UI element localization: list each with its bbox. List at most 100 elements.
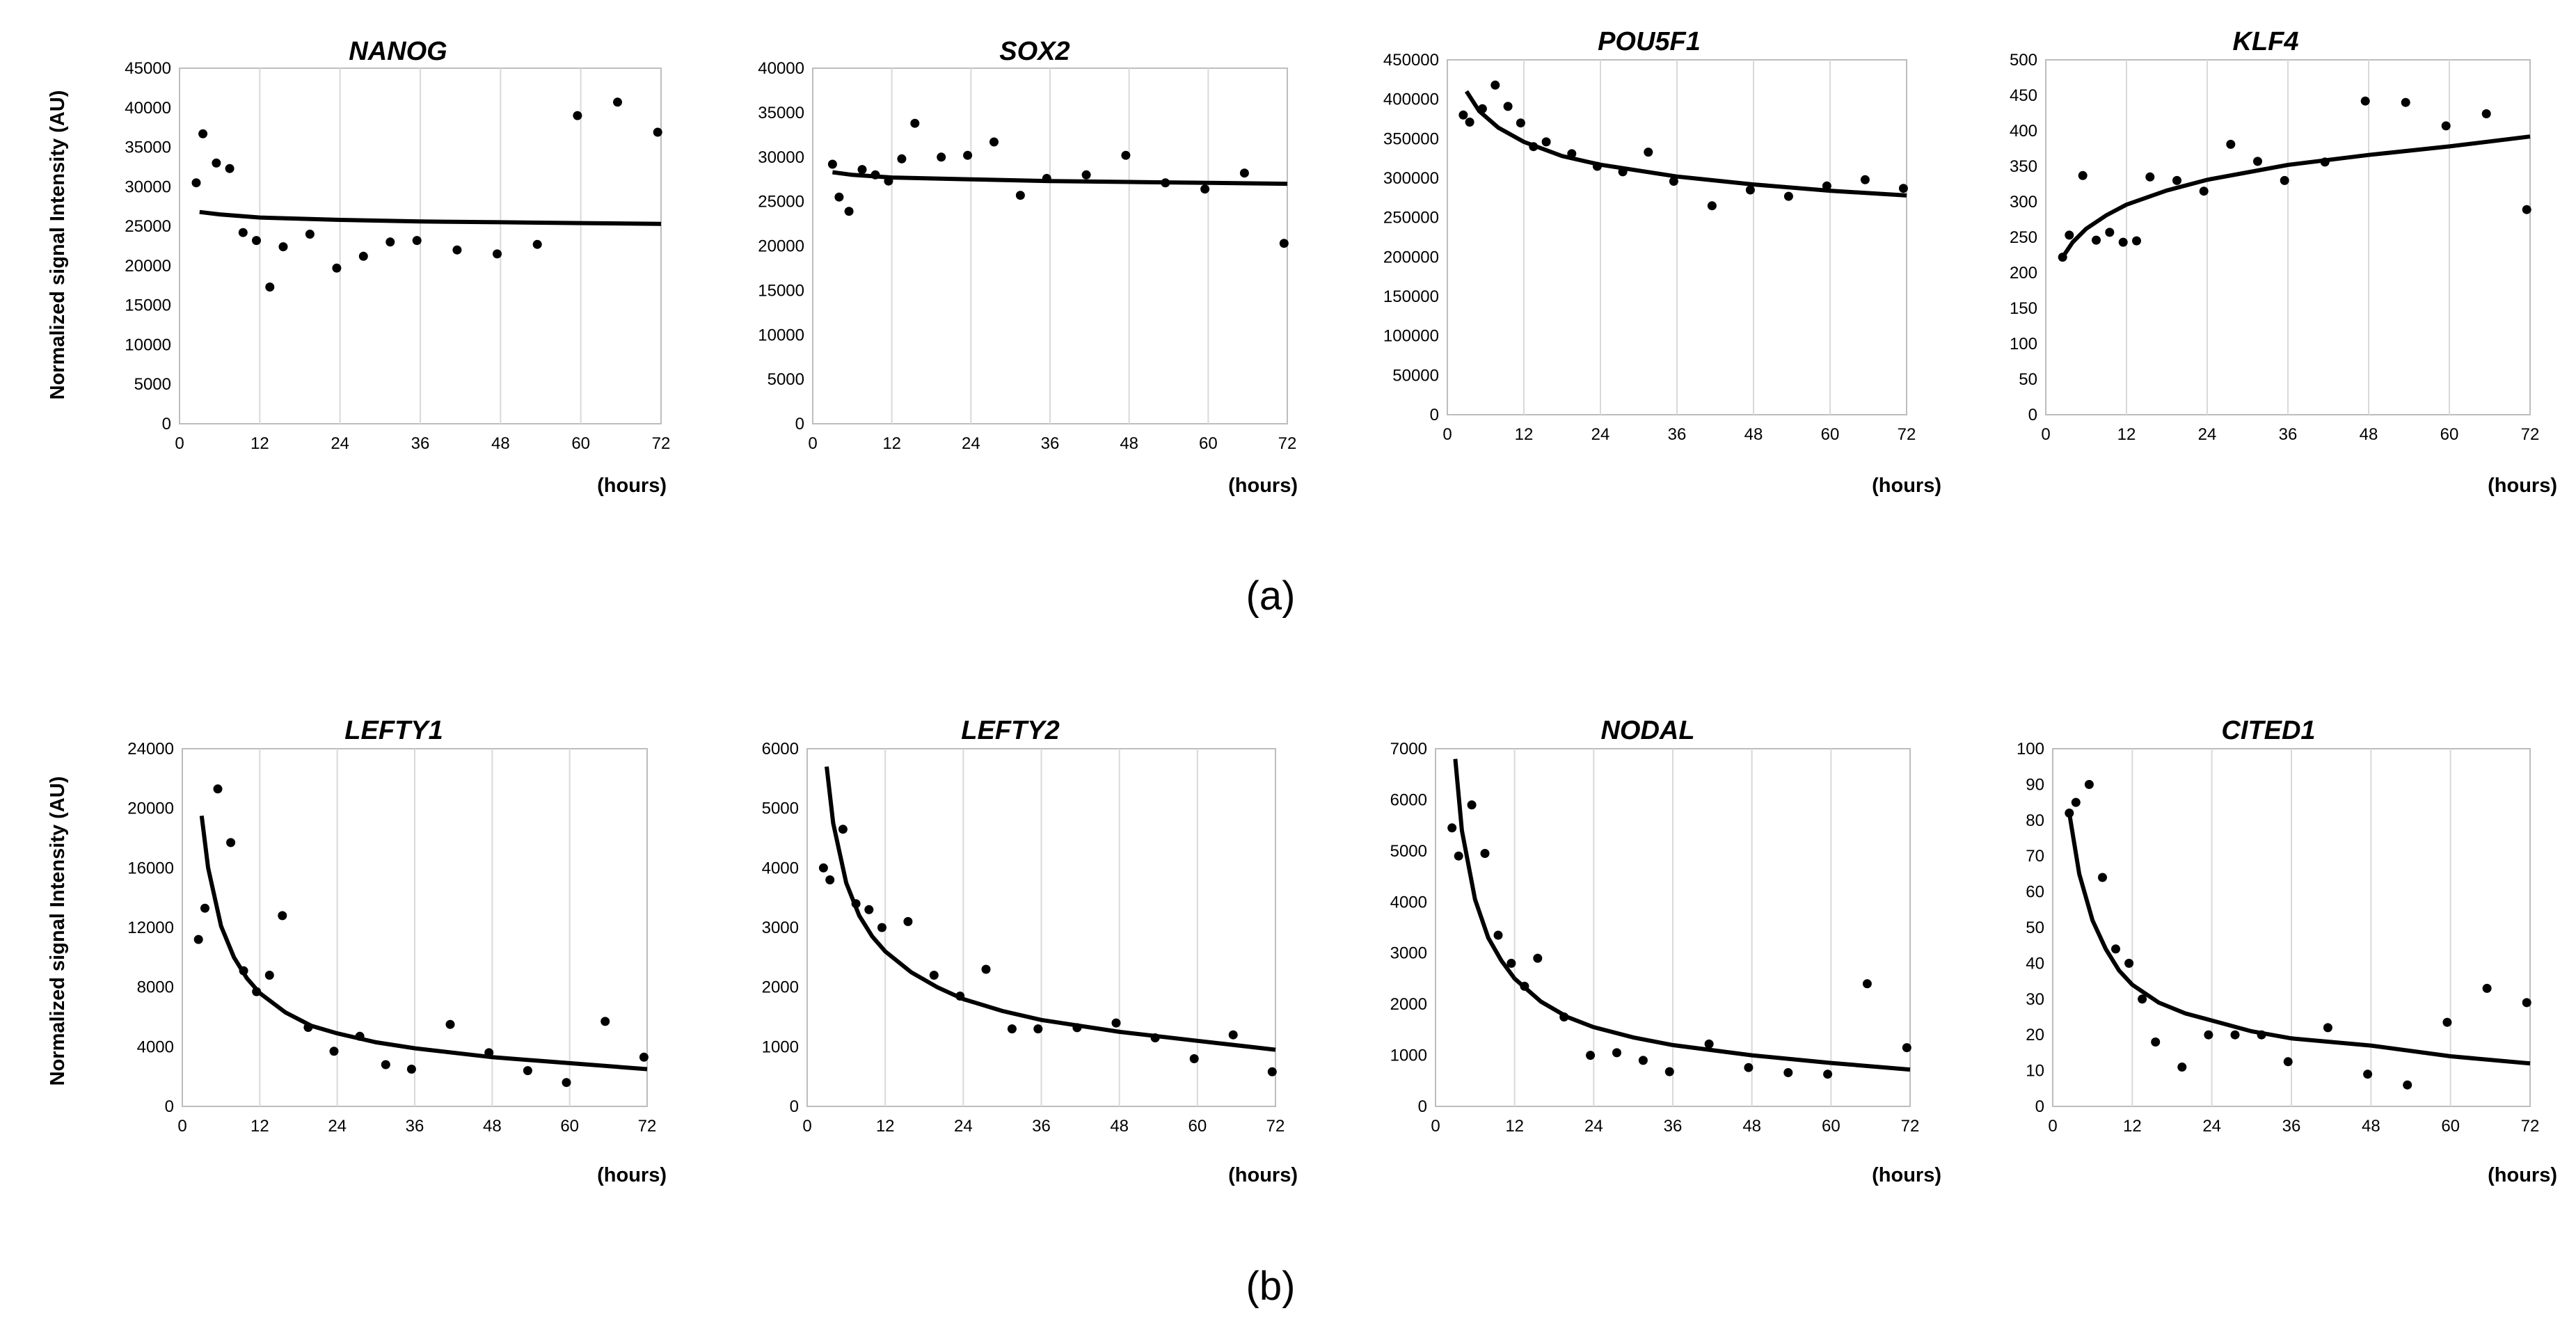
y-tick-labels: 0 1000 2000 3000 4000 5000 6000	[762, 740, 799, 1116]
y-tick-label: 50	[2026, 918, 2044, 937]
data-point	[1533, 953, 1543, 963]
x-tick-label: 36	[1668, 425, 1687, 444]
data-point	[1480, 849, 1490, 858]
data-point	[1860, 175, 1870, 184]
panel-caption-b: (b)	[1246, 1264, 1296, 1309]
y-tick-label: 0	[165, 1097, 174, 1116]
data-point	[1862, 979, 1872, 989]
x-axis-unit: (hours)	[597, 475, 667, 497]
data-point	[884, 176, 893, 186]
data-point	[1783, 191, 1793, 201]
fit-line	[2060, 134, 2531, 259]
y-tick-label: 3000	[762, 918, 799, 937]
x-tick-label: 48	[1742, 1117, 1761, 1136]
data-point	[252, 236, 261, 246]
data-point	[238, 228, 248, 237]
data-point	[955, 992, 965, 1001]
gridlines	[259, 749, 571, 1106]
data-point	[200, 903, 209, 913]
data-point	[1239, 168, 1249, 178]
y-tick-label: 25000	[758, 193, 804, 212]
y-tick-label: 5000	[762, 800, 799, 818]
data-point	[198, 129, 208, 138]
y-tick-label: 450	[2010, 86, 2037, 105]
data-point	[2226, 139, 2236, 149]
data-point	[1783, 1068, 1793, 1077]
panel-caption-a: (a)	[1246, 573, 1296, 619]
data-point	[1506, 958, 1516, 968]
data-points	[2065, 779, 2531, 1090]
data-point	[2118, 237, 2128, 247]
data-point	[981, 964, 991, 974]
x-tick-label: 12	[882, 434, 901, 453]
data-point	[1111, 1018, 1121, 1028]
data-point	[1744, 1063, 1754, 1072]
y-tick-label: 400	[2010, 122, 2037, 141]
x-tick-label: 60	[560, 1117, 579, 1136]
x-tick-label: 60	[1199, 434, 1218, 453]
y-tick-label: 40000	[758, 59, 804, 78]
data-point	[406, 1065, 416, 1074]
gridlines	[884, 749, 1198, 1106]
data-point	[2151, 1037, 2161, 1047]
x-tick-label: 0	[1442, 425, 1452, 444]
data-points	[193, 784, 649, 1088]
data-point	[1042, 173, 1051, 183]
fit-line	[832, 170, 1288, 186]
chart-title: NODAL	[1600, 716, 1694, 745]
x-tick-label: 12	[2117, 425, 2136, 444]
x-tick-label: 48	[2362, 1117, 2380, 1136]
y-tick-label: 300	[2010, 193, 2037, 212]
data-point	[2363, 1069, 2373, 1079]
x-tick-label: 36	[1041, 434, 1060, 453]
gridlines	[259, 68, 582, 424]
chart-lefty1: 0 4000 8000 12000 16000 20000 24000 0 12 24 36 48 6…	[47, 716, 667, 1186]
chart-title: SOX2	[999, 37, 1070, 66]
data-point	[1503, 102, 1513, 111]
chart-cited1: 0 10 20 30 40 50 60 70 80 90 100 0 12 24 36 48 60 72 CIT…	[2017, 716, 2557, 1186]
y-tick-label: 0	[2028, 406, 2037, 424]
x-tick-label: 72	[1266, 1117, 1285, 1136]
data-point	[1161, 178, 1170, 188]
data-point	[2401, 97, 2410, 107]
x-tick-label: 60	[1188, 1117, 1207, 1136]
x-tick-label: 24	[1584, 1117, 1603, 1136]
data-point	[1745, 185, 1755, 195]
y-tick-label: 20000	[758, 237, 804, 256]
data-point	[2204, 1030, 2213, 1040]
x-tick-label: 0	[177, 1117, 186, 1136]
data-point	[2138, 994, 2147, 1004]
y-axis-label: Normalized signal Intensity (AU)	[47, 777, 69, 1086]
data-point	[2098, 873, 2107, 882]
data-point	[1822, 181, 1831, 191]
data-point	[385, 237, 395, 247]
data-point	[2199, 186, 2209, 196]
data-point	[2065, 809, 2074, 818]
x-tick-label: 72	[1278, 434, 1297, 453]
x-tick-label: 0	[1431, 1117, 1440, 1136]
data-point	[818, 863, 828, 873]
x-tick-labels: 0 12 24 36 48 60 72	[802, 1117, 1285, 1136]
y-tick-label: 1000	[1390, 1047, 1427, 1065]
y-tick-label: 6000	[762, 740, 799, 758]
data-point	[1559, 1012, 1569, 1021]
y-tick-label: 6000	[1390, 790, 1427, 809]
data-point	[573, 111, 582, 120]
x-tick-label: 12	[251, 434, 269, 453]
y-tick-label: 0	[790, 1097, 799, 1116]
x-tick-label: 0	[802, 1117, 811, 1136]
data-point	[851, 899, 861, 909]
y-tick-label: 4000	[762, 859, 799, 877]
x-tick-label: 12	[251, 1117, 269, 1136]
y-tick-label: 30	[2026, 990, 2044, 1009]
data-point	[239, 966, 248, 976]
data-point	[903, 916, 913, 926]
y-tick-label: 0	[1430, 406, 1439, 424]
data-point	[1704, 1039, 1714, 1049]
data-point	[412, 236, 422, 246]
data-point	[355, 1031, 365, 1041]
x-axis-unit: (hours)	[1872, 1164, 1941, 1186]
data-point	[264, 971, 274, 980]
x-tick-label: 24	[962, 434, 980, 453]
